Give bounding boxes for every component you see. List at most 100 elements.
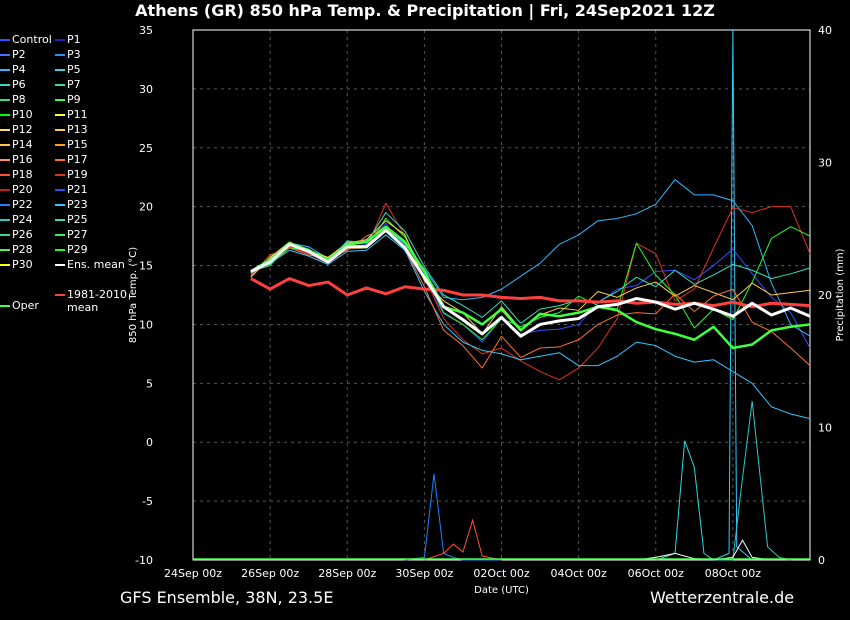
legend-item: 1981-2010 mean	[55, 288, 129, 314]
legend-item: P8	[0, 93, 26, 106]
legend-label: P27	[67, 228, 88, 241]
precip-line-p22	[405, 473, 502, 561]
x-axis-title: Date (UTC)	[474, 585, 529, 596]
y2-axis-title: Precipitation (mm)	[835, 248, 846, 341]
precip-line-p24	[732, 400, 791, 561]
legend-label: P8	[12, 93, 26, 106]
y-tick-label: 5	[146, 377, 153, 390]
legend-item: P24	[0, 213, 33, 226]
y-tick-label: 35	[139, 24, 153, 37]
y-tick-label: 30	[139, 83, 153, 96]
y-tick-label: 10	[139, 318, 153, 331]
legend-swatch	[55, 99, 65, 101]
legend-swatch	[55, 204, 65, 206]
legend-item: P26	[0, 228, 33, 241]
legend-label: Oper	[12, 299, 39, 312]
legend-item: P16	[0, 153, 33, 166]
legend-label: P30	[12, 258, 33, 271]
legend-swatch	[0, 99, 10, 101]
legend-item: P28	[0, 243, 33, 256]
legend-label: P4	[12, 63, 26, 76]
footer-model-info: GFS Ensemble, 38N, 23.5E	[120, 588, 334, 607]
series-line-oper	[250, 225, 811, 350]
legend-swatch	[0, 234, 10, 236]
legend-swatch	[55, 84, 65, 86]
x-tick-label: 08Oct 00z	[705, 567, 762, 580]
legend-label: P28	[12, 243, 33, 256]
legend-item: P17	[55, 153, 88, 166]
legend-swatch	[0, 174, 10, 176]
legend-item: P25	[55, 213, 88, 226]
legend-swatch	[55, 54, 65, 56]
legend-item: P22	[0, 198, 33, 211]
y-tick-label: 0	[146, 436, 153, 449]
legend-item: P10	[0, 108, 33, 121]
legend-swatch	[0, 39, 10, 41]
legend-label: P25	[67, 213, 88, 226]
legend-label: P11	[67, 108, 88, 121]
legend-swatch	[55, 144, 65, 146]
legend-item: P1	[55, 33, 81, 46]
temperature-series	[250, 179, 811, 420]
legend-label: P12	[12, 123, 33, 136]
series-line-p17	[250, 227, 811, 369]
legend-item: Oper	[0, 299, 39, 312]
axis-labels: 24Sep 00z 26Sep 00z 28Sep 00z 30Sep 00z 02Oc…	[128, 24, 846, 596]
legend-label: P15	[67, 138, 88, 151]
footer-brand: Wetterzentrale.de	[650, 588, 795, 607]
series-line-p23	[250, 234, 811, 420]
precip-line-ens-mean	[636, 539, 772, 561]
y-tick-label: -5	[142, 495, 153, 508]
legend-label: P3	[67, 48, 81, 61]
legend-swatch	[55, 189, 65, 191]
legend-swatch	[0, 219, 10, 221]
legend-label: P13	[67, 123, 88, 136]
legend-item: P13	[55, 123, 88, 136]
legend-swatch	[0, 54, 10, 56]
legend-swatch	[0, 189, 10, 191]
legend-item: P11	[55, 108, 88, 121]
legend-item: P4	[0, 63, 26, 76]
legend-label: P17	[67, 153, 88, 166]
legend-swatch	[55, 264, 65, 266]
legend-item: Control	[0, 33, 52, 46]
series-line-p13	[250, 220, 811, 335]
legend-label: Ens. mean	[67, 258, 125, 271]
legend-item: P14	[0, 138, 33, 151]
legend-swatch	[55, 294, 65, 296]
x-tick-label: 30Sep 00z	[395, 567, 453, 580]
legend-label: P9	[67, 93, 81, 106]
legend-label: Control	[12, 33, 52, 46]
legend-label: P16	[12, 153, 33, 166]
legend-item: P7	[55, 78, 81, 91]
legend-label: P7	[67, 78, 81, 91]
legend-item: P5	[55, 63, 81, 76]
x-tick-label: 26Sep 00z	[241, 567, 299, 580]
legend-swatch	[0, 159, 10, 161]
y-tick-label: 15	[139, 260, 153, 273]
series-line-1981-2010-mean	[250, 277, 811, 309]
legend-label: P5	[67, 63, 81, 76]
legend-swatch	[55, 249, 65, 251]
x-tick-label: 04Oct 00z	[550, 567, 607, 580]
legend-item: P30	[0, 258, 33, 271]
series-line-ens-mean	[250, 228, 811, 338]
legend-label: P22	[12, 198, 33, 211]
legend-label: P26	[12, 228, 33, 241]
legend-label: 1981-2010 mean	[67, 288, 127, 314]
legend-swatch	[55, 69, 65, 71]
legend-item: P23	[55, 198, 88, 211]
x-tick-label: 02Oct 00z	[473, 567, 530, 580]
precipitation-series	[193, 29, 810, 561]
legend-item: P15	[55, 138, 88, 151]
x-tick-label: 24Sep 00z	[164, 567, 222, 580]
legend-swatch	[0, 129, 10, 131]
precip-line-p23	[713, 29, 753, 561]
legend-swatch	[0, 144, 10, 146]
legend-item: P12	[0, 123, 33, 136]
legend-item: P21	[55, 183, 88, 196]
y2-tick-label: 20	[818, 289, 832, 302]
legend-label: P21	[67, 183, 88, 196]
legend-swatch	[0, 264, 10, 266]
legend-swatch	[55, 234, 65, 236]
